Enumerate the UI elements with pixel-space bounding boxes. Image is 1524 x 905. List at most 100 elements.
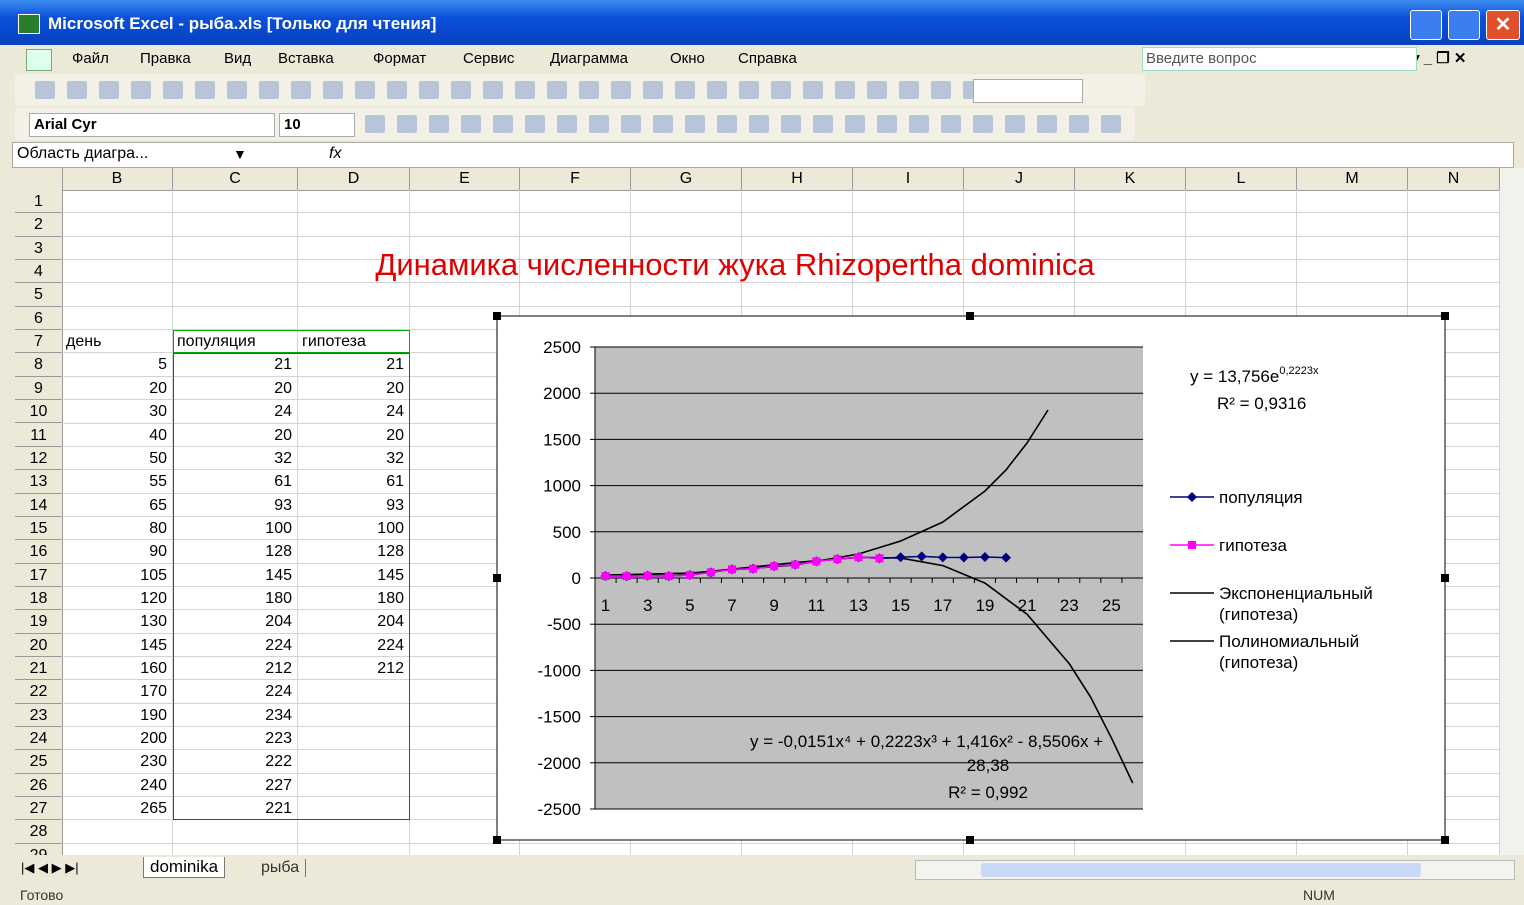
menu-item[interactable]: Вставка: [278, 50, 334, 67]
row-header[interactable]: 8: [15, 353, 62, 377]
toolbar-button[interactable]: [845, 115, 865, 133]
row-header[interactable]: 5: [15, 283, 62, 307]
column-header[interactable]: L: [1186, 168, 1297, 190]
column-header[interactable]: H: [742, 168, 853, 190]
toolbar-button[interactable]: [35, 81, 55, 99]
toolbar-button[interactable]: [1037, 115, 1057, 133]
toolbar-button[interactable]: [195, 81, 215, 99]
toolbar-button[interactable]: [877, 115, 897, 133]
toolbar-button[interactable]: [781, 115, 801, 133]
toolbar-button[interactable]: [717, 115, 737, 133]
sheet-tab[interactable]: рыба: [255, 859, 307, 877]
toolbar-button[interactable]: [643, 81, 663, 99]
row-header[interactable]: 19: [15, 610, 62, 634]
row-header[interactable]: 6: [15, 307, 62, 331]
menu-item[interactable]: Сервис: [463, 50, 515, 67]
menu-item[interactable]: Формат: [373, 50, 427, 67]
toolbar-button[interactable]: [483, 81, 503, 99]
toolbar-button[interactable]: [621, 115, 641, 133]
row-header[interactable]: 29: [15, 844, 62, 855]
toolbar-button[interactable]: [707, 81, 727, 99]
row-header[interactable]: 2: [15, 213, 62, 237]
row-header[interactable]: 21: [15, 657, 62, 681]
row-header[interactable]: 13: [15, 470, 62, 494]
toolbar-button[interactable]: [365, 115, 385, 133]
column-header[interactable]: M: [1297, 168, 1408, 190]
row-header[interactable]: 17: [15, 564, 62, 587]
name-box[interactable]: Область диагра...: [17, 145, 149, 162]
sheet-tab[interactable]: dominika: [143, 857, 226, 878]
row-header[interactable]: 3: [15, 237, 62, 261]
toolbar-button[interactable]: [419, 81, 439, 99]
row-header[interactable]: 25: [15, 750, 62, 774]
row-header[interactable]: 18: [15, 587, 62, 611]
row-header[interactable]: 24: [15, 727, 62, 751]
vertical-scrollbar[interactable]: [1500, 168, 1524, 855]
column-header[interactable]: K: [1075, 168, 1186, 190]
toolbar-button[interactable]: [355, 81, 375, 99]
menu-item[interactable]: Правка: [140, 50, 191, 67]
row-header[interactable]: 10: [15, 400, 62, 424]
row-header[interactable]: 27: [15, 797, 62, 821]
toolbar-button[interactable]: [397, 115, 417, 133]
help-box[interactable]: Введите вопрос: [1142, 47, 1417, 71]
toolbar-button[interactable]: [1069, 115, 1089, 133]
column-header[interactable]: B: [62, 168, 173, 190]
toolbar-button[interactable]: [1005, 115, 1025, 133]
horizontal-scrollbar[interactable]: [915, 860, 1515, 880]
dropdown[interactable]: ▼: [233, 146, 247, 162]
toolbar-button[interactable]: [387, 81, 407, 99]
toolbar-button[interactable]: [813, 115, 833, 133]
row-header[interactable]: 28: [15, 820, 62, 844]
toolbar-button[interactable]: [749, 115, 769, 133]
toolbar-button[interactable]: [579, 81, 599, 99]
row-header[interactable]: 16: [15, 540, 62, 564]
column-header[interactable]: G: [631, 168, 742, 190]
doc-controls[interactable]: ▾ _ ❐ ✕: [1412, 50, 1467, 67]
row-header[interactable]: 4: [15, 260, 62, 284]
column-header[interactable]: C: [173, 168, 298, 190]
toolbar-button[interactable]: [99, 81, 119, 99]
menu-item[interactable]: Файл: [72, 50, 109, 67]
scroll-thumb[interactable]: [981, 863, 1421, 877]
row-header[interactable]: 22: [15, 680, 62, 704]
size-box[interactable]: 10: [279, 113, 355, 137]
font-box[interactable]: Arial Cyr: [29, 113, 275, 137]
toolbar-button[interactable]: [867, 81, 887, 99]
close[interactable]: ✕: [1486, 10, 1520, 40]
toolbar-button[interactable]: [973, 115, 993, 133]
column-header[interactable]: I: [853, 168, 964, 190]
toolbar-button[interactable]: [131, 81, 151, 99]
row-header[interactable]: 26: [15, 774, 62, 798]
tab-nav[interactable]: |◀ ◀ ▶ ▶|: [21, 860, 79, 875]
toolbar-button[interactable]: [461, 115, 481, 133]
toolbar-button[interactable]: [931, 81, 951, 99]
toolbar-button[interactable]: [291, 81, 311, 99]
row-header[interactable]: 20: [15, 634, 62, 657]
toolbar-button[interactable]: [493, 115, 513, 133]
toolbar-button[interactable]: [771, 81, 791, 99]
menu-item[interactable]: Диаграмма: [550, 50, 629, 67]
row-header[interactable]: 15: [15, 517, 62, 541]
column-header[interactable]: D: [298, 168, 410, 190]
row-header[interactable]: 9: [15, 377, 62, 401]
row-header[interactable]: 14: [15, 494, 62, 517]
row-header[interactable]: 1: [15, 190, 62, 214]
toolbar-button[interactable]: [451, 81, 471, 99]
toolbar-button[interactable]: [941, 115, 961, 133]
toolbar-button[interactable]: [547, 81, 567, 99]
toolbar-button[interactable]: [589, 115, 609, 133]
zoom-box[interactable]: [973, 79, 1083, 103]
toolbar-button[interactable]: [739, 81, 759, 99]
toolbar-button[interactable]: [909, 115, 929, 133]
column-header[interactable]: N: [1408, 168, 1500, 190]
fx-icon[interactable]: fx: [329, 145, 342, 162]
toolbar-button[interactable]: [67, 81, 87, 99]
toolbar-button[interactable]: [1101, 115, 1121, 133]
toolbar-button[interactable]: [611, 81, 631, 99]
column-header[interactable]: E: [410, 168, 520, 190]
toolbar-button[interactable]: [515, 81, 535, 99]
toolbar-button[interactable]: [557, 115, 577, 133]
toolbar-button[interactable]: [525, 115, 545, 133]
maximize[interactable]: [1448, 10, 1480, 40]
